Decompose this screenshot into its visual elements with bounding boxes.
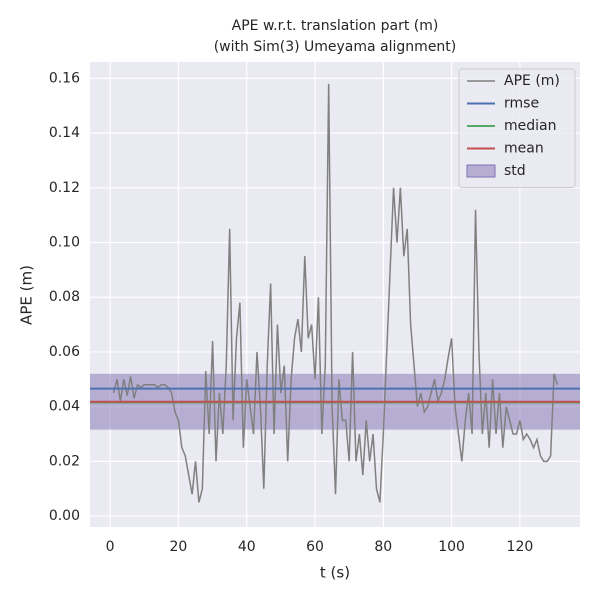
legend-label: rmse <box>504 96 539 112</box>
legend-swatch <box>466 164 496 178</box>
y-tick-label: 0.14 <box>49 125 80 141</box>
y-tick-label: 0.12 <box>49 180 80 196</box>
x-tick-label: 0 <box>106 539 115 555</box>
y-tick-label: 0.16 <box>49 70 80 86</box>
x-tick-label: 60 <box>306 539 324 555</box>
y-tick-label: 0.06 <box>49 344 80 360</box>
y-tick-label: 0.04 <box>49 399 80 415</box>
chart-title: APE w.r.t. translation part (m) <box>232 18 439 34</box>
legend-label: median <box>504 118 556 134</box>
legend-box <box>458 68 576 188</box>
x-tick-label: 40 <box>238 539 256 555</box>
y-axis-label: APE (m) <box>18 265 36 325</box>
y-tick-label: 0.10 <box>49 235 80 251</box>
x-tick-label: 120 <box>507 539 534 555</box>
x-tick-label: 100 <box>438 539 465 555</box>
x-tick-label: 80 <box>374 539 392 555</box>
legend-label: std <box>504 163 526 179</box>
legend-label: APE (m) <box>504 73 560 89</box>
y-tick-label: 0.08 <box>49 289 80 305</box>
data-line <box>112 83 559 503</box>
y-tick-label: 0.00 <box>49 508 80 524</box>
legend-label: mean <box>504 141 544 157</box>
x-axis-label: t (s) <box>320 564 350 582</box>
chart-subtitle: (with Sim(3) Umeyama alignment) <box>214 39 457 55</box>
x-tick-label: 20 <box>170 539 188 555</box>
y-tick-label: 0.02 <box>49 453 80 469</box>
